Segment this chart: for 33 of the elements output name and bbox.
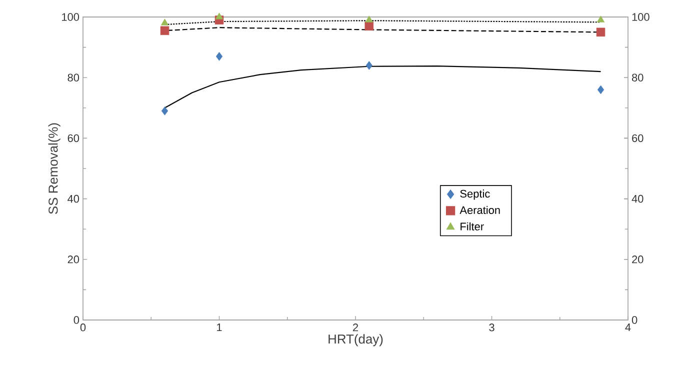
y2-tick-label: 60 (632, 134, 644, 142)
x-tick-label: 3 (489, 324, 494, 332)
point (364, 22, 374, 30)
y-tick-label: 0 (74, 316, 80, 324)
legend-label: Septic (460, 190, 490, 200)
point (160, 18, 169, 26)
x-tick-label: 4 (625, 324, 631, 332)
y-tick-label: 20 (68, 256, 80, 264)
legend-label: Filter (460, 222, 484, 230)
x-tick-label: 1 (217, 324, 222, 332)
y-tick-label: 80 (68, 74, 80, 82)
point (216, 52, 223, 61)
x-tick-label: 0 (80, 324, 86, 332)
y-axis-title: SS Removal(%) (48, 123, 60, 214)
y2-tick-label: 20 (632, 256, 644, 264)
y2-tick-label: 100 (632, 13, 650, 21)
y2-tick-label: 40 (632, 194, 644, 203)
point (161, 106, 168, 116)
x-tick-label: 2 (353, 324, 358, 332)
point (365, 16, 373, 22)
legend-label: Aeration (460, 206, 500, 214)
point (596, 28, 606, 37)
point (160, 26, 170, 36)
y-tick-label: 100 (62, 13, 80, 21)
point (596, 16, 605, 22)
y-tick-label: 60 (68, 134, 80, 142)
y-tick-label: 40 (68, 194, 80, 203)
x-axis-title: HRT(day) (328, 334, 383, 346)
point (215, 12, 224, 20)
point (366, 61, 372, 70)
y2-tick-label: 0 (632, 316, 638, 324)
y2-tick-label: 80 (632, 74, 644, 82)
point (597, 85, 604, 94)
